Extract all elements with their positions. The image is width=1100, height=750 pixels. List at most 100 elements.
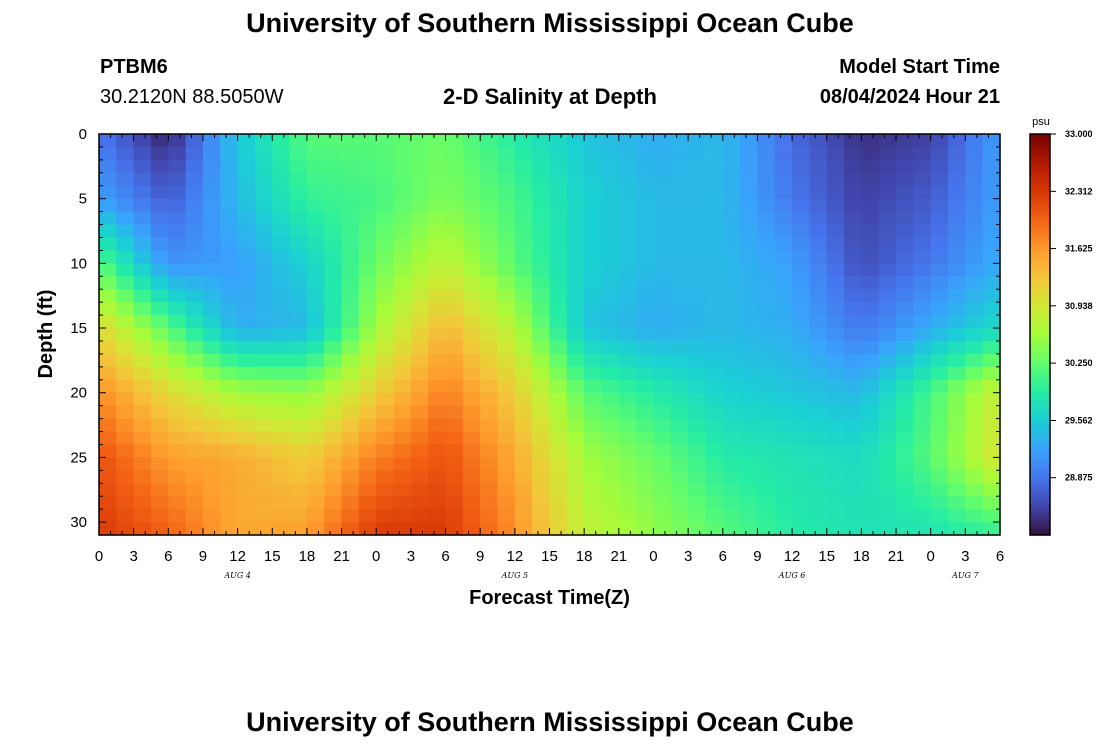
heatmap-cell	[705, 198, 724, 213]
heatmap-cell	[133, 470, 152, 484]
heatmap-cell	[428, 276, 447, 290]
heatmap-cell	[705, 250, 724, 264]
heatmap-cell	[809, 302, 828, 316]
heatmap-cell	[930, 224, 949, 239]
heatmap-cell	[428, 315, 447, 329]
heatmap-cell	[272, 457, 291, 471]
heatmap-cell	[445, 263, 464, 277]
heatmap-cell	[272, 444, 291, 458]
heatmap-cell	[948, 483, 966, 497]
heatmap-cell	[393, 509, 412, 523]
heatmap-cell	[601, 198, 620, 213]
heatmap-cell	[150, 405, 169, 420]
heatmap-cell	[549, 366, 568, 381]
heatmap-cell	[982, 276, 1001, 290]
colorbar-step	[1030, 429, 1050, 433]
heatmap-cell	[358, 431, 377, 446]
heatmap-cell	[289, 444, 308, 458]
heatmap-cell	[618, 470, 637, 484]
heatmap-cell	[549, 263, 568, 277]
heatmap-cell	[688, 263, 707, 277]
heatmap-cell	[410, 353, 429, 368]
heatmap-cell	[653, 211, 672, 226]
heatmap-cell	[774, 340, 793, 355]
heatmap-cell	[99, 328, 117, 342]
heatmap-cell	[705, 340, 724, 355]
colorbar-step	[1030, 249, 1050, 253]
colorbar-step	[1030, 467, 1050, 471]
heatmap-cell	[809, 379, 828, 394]
heatmap-cell	[826, 379, 845, 394]
heatmap-cell	[636, 405, 655, 420]
colorbar-step	[1030, 417, 1050, 421]
heatmap-cell	[861, 470, 880, 484]
heatmap-cell	[497, 470, 516, 484]
heatmap-cell	[774, 366, 793, 381]
heatmap-cell	[774, 263, 793, 277]
heatmap-cell	[861, 405, 880, 420]
heatmap-cell	[566, 237, 585, 252]
heatmap-cell	[324, 431, 343, 446]
heatmap-cell	[445, 211, 464, 226]
heatmap-cell	[358, 224, 377, 239]
heatmap-cell	[324, 224, 343, 239]
heatmap-cell	[688, 496, 707, 510]
heatmap-cell	[549, 470, 568, 484]
colorbar-step	[1030, 407, 1050, 411]
heatmap-cell	[584, 353, 603, 368]
heatmap-cell	[514, 159, 533, 174]
heatmap-cell	[150, 302, 169, 316]
heatmap-cell	[861, 522, 880, 536]
heatmap-cell	[653, 185, 672, 200]
heatmap-cell	[514, 444, 533, 458]
heatmap-cell	[445, 172, 464, 187]
heatmap-cell	[220, 353, 239, 368]
heatmap-cell	[826, 457, 845, 471]
heatmap-cell	[861, 328, 880, 342]
colorbar-step	[1030, 459, 1050, 463]
heatmap-cell	[948, 211, 966, 226]
heatmap-cell	[601, 457, 620, 471]
heatmap-cell	[948, 522, 966, 536]
heatmap-cell	[861, 276, 880, 290]
heatmap-cell	[705, 392, 724, 407]
colorbar-step	[1030, 419, 1050, 423]
heatmap-cell	[826, 328, 845, 342]
heatmap-cell	[237, 263, 256, 277]
colorbar-step	[1030, 301, 1050, 306]
colorbar-step	[1030, 289, 1050, 293]
heatmap-cell	[428, 172, 447, 187]
heatmap-cell	[341, 392, 360, 407]
heatmap-cell	[168, 496, 187, 510]
heatmap-cell	[185, 185, 204, 200]
heatmap-cell	[99, 522, 117, 536]
heatmap-cell	[792, 509, 811, 523]
heatmap-cell	[532, 509, 551, 523]
heatmap-cell	[306, 379, 325, 394]
heatmap-cell	[116, 302, 135, 316]
heatmap-cell	[462, 431, 481, 446]
heatmap-cell	[948, 146, 966, 161]
heatmap-cell	[220, 470, 239, 484]
heatmap-cell	[618, 353, 637, 368]
heatmap-cell	[341, 444, 360, 458]
heatmap-cell	[722, 366, 741, 381]
heatmap-cell	[688, 315, 707, 329]
heatmap-cell	[410, 392, 429, 407]
heatmap-cell	[532, 522, 551, 536]
heatmap-cell	[237, 146, 256, 161]
heatmap-cell	[757, 522, 776, 536]
heatmap-cell	[705, 483, 724, 497]
heatmap-cell	[289, 457, 308, 471]
heatmap-cell	[220, 418, 239, 433]
heatmap-cell	[584, 146, 603, 161]
heatmap-cell	[878, 353, 897, 368]
heatmap-cell	[584, 198, 603, 213]
heatmap-cell	[410, 470, 429, 484]
heatmap-cell	[948, 134, 966, 148]
heatmap-cell	[376, 457, 395, 471]
heatmap-cell	[549, 159, 568, 174]
heatmap-cell	[289, 315, 308, 329]
heatmap-cell	[99, 211, 117, 226]
heatmap-cell	[497, 224, 516, 239]
